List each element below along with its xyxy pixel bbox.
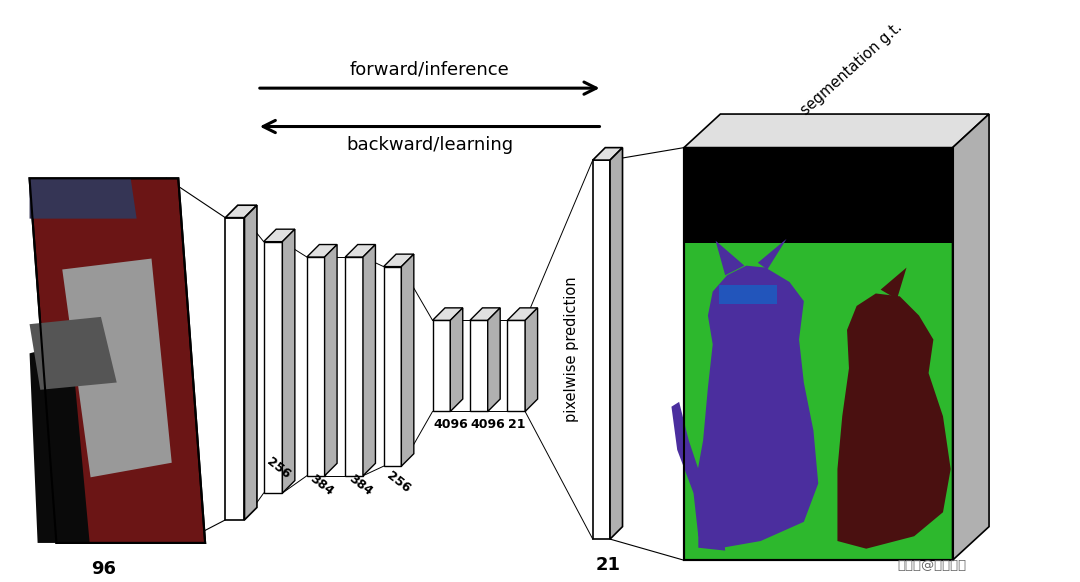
Text: 96: 96 [92,560,117,578]
Bar [719,285,777,304]
Polygon shape [758,239,786,269]
Polygon shape [325,244,337,475]
Polygon shape [699,522,725,551]
Polygon shape [593,160,610,539]
Polygon shape [226,205,257,218]
Polygon shape [508,308,538,320]
Polygon shape [953,114,989,560]
Text: 4096: 4096 [433,418,469,431]
Text: backward/learning: backward/learning [346,136,513,154]
Text: 256: 256 [384,469,414,495]
Text: 搜狐号@梦莹技术: 搜狐号@梦莹技术 [897,559,967,572]
Polygon shape [432,308,462,320]
Polygon shape [593,148,622,160]
Polygon shape [508,320,525,411]
Polygon shape [488,308,500,411]
Polygon shape [63,258,172,477]
Text: forward/inference: forward/inference [350,61,510,79]
Text: 21: 21 [595,556,620,574]
Text: segmentation g.t.: segmentation g.t. [798,19,905,118]
Polygon shape [432,320,450,411]
Polygon shape [684,114,989,148]
Polygon shape [29,178,205,543]
Polygon shape [693,265,819,548]
Polygon shape [402,254,414,466]
Polygon shape [226,218,244,520]
Polygon shape [363,244,376,475]
Polygon shape [610,148,622,539]
Polygon shape [29,317,117,390]
Polygon shape [264,242,282,493]
Polygon shape [264,229,295,242]
Polygon shape [307,257,325,475]
Text: pixelwise prediction: pixelwise prediction [564,277,579,423]
Polygon shape [383,267,402,466]
Polygon shape [29,342,90,543]
Text: 4096: 4096 [471,418,505,431]
Polygon shape [29,178,137,219]
Polygon shape [383,254,414,267]
Polygon shape [470,320,488,411]
Polygon shape [684,148,953,560]
Text: 256: 256 [264,455,293,481]
Polygon shape [470,308,500,320]
Polygon shape [346,244,376,257]
Polygon shape [244,205,257,520]
Polygon shape [346,257,363,475]
Text: 384: 384 [308,472,336,498]
Polygon shape [282,229,295,493]
Text: 21: 21 [509,418,526,431]
Polygon shape [880,268,906,299]
Polygon shape [716,241,744,275]
Polygon shape [837,293,950,549]
Polygon shape [672,402,703,493]
Polygon shape [525,308,538,411]
Polygon shape [684,148,953,243]
Polygon shape [307,244,337,257]
Text: 384: 384 [347,472,375,498]
Polygon shape [450,308,462,411]
